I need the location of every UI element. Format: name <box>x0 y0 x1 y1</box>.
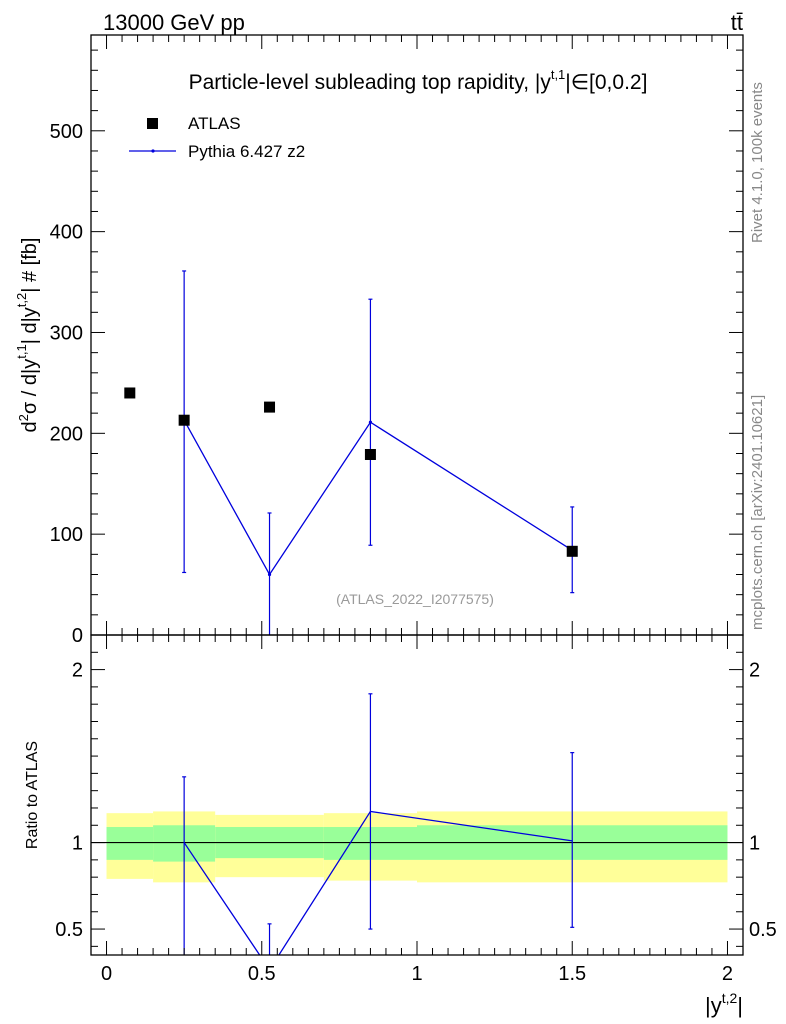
x-tick-label: 1.5 <box>558 963 586 985</box>
main-y-tick-label: 400 <box>50 222 83 244</box>
ratio-bands-group <box>91 693 743 955</box>
chart-marks: 0 100 200 300 400 500 0 0.5 1 1.5 2 0.5 0.5 1 1 2 2 <box>50 35 777 985</box>
atlas-data-point <box>124 387 136 399</box>
mcplots-source-label: mcplots.cern.ch [arXiv:2401.10621] <box>749 395 766 630</box>
ratio-y-tick-label-left: 1 <box>72 833 83 855</box>
main-series-group <box>124 270 578 635</box>
axes-group: 0 100 200 300 400 500 0 0.5 1 1.5 2 0.5 0.5 1 1 2 2 <box>50 35 777 985</box>
main-y-tick-label: 0 <box>72 625 83 647</box>
ratio-y-tick-label-right: 1 <box>749 833 760 855</box>
legend-atlas-marker <box>147 118 158 129</box>
xlabel-tail: | <box>737 993 743 1018</box>
atlas-data-point <box>364 448 376 460</box>
atlas-data-point <box>566 545 578 557</box>
atlas-data-point <box>264 401 276 413</box>
atlas-data-point <box>178 414 190 426</box>
main-y-axis-label: d2σ / d|yt,1| d|yt,2| # [fb] <box>14 238 41 433</box>
main-pythia-point <box>368 420 373 424</box>
ratio-y-axis-label: Ratio to ATLAS <box>24 741 41 849</box>
ratio-band-green <box>106 827 154 860</box>
main-y-tick-label: 200 <box>50 423 83 445</box>
analysis-id-watermark: (ATLAS_2022_I2077575) <box>336 591 494 607</box>
x-tick-label: 0 <box>101 963 112 985</box>
ylabel-sup-2: t,1 <box>14 344 29 358</box>
legend-pythia-dot <box>151 149 155 153</box>
ratio-y-tick-label-right: 0.5 <box>749 919 777 941</box>
ylabel-mid: | d|y <box>19 307 41 344</box>
main-panel-title: Particle-level subleading top rapidity, … <box>189 67 648 94</box>
title-tail: |∈[0,0.2] <box>565 71 647 94</box>
main-pythia-line <box>183 419 573 576</box>
main-y-tick-label: 100 <box>50 524 83 546</box>
main-y-tick-label: 500 <box>50 121 83 143</box>
legend: ATLAS Pythia 6.427 z2 <box>129 114 305 161</box>
x-axis-label: |yt,2| <box>705 990 743 1018</box>
ratio-y-tick-label-left: 2 <box>72 660 83 682</box>
ylabel-sup-3: t,2 <box>14 293 29 307</box>
x-tick-label: 0.5 <box>248 963 276 985</box>
main-pythia-point <box>267 572 272 577</box>
xlabel-main: |y <box>705 993 722 1018</box>
legend-atlas-label: ATLAS <box>188 114 241 133</box>
ratio-pythia-line <box>183 810 573 955</box>
main-y-tick-label: 300 <box>50 322 83 344</box>
header-process-label: tt̄ <box>731 10 743 35</box>
ratio-y-tick-label-left: 0.5 <box>55 919 83 941</box>
title-superscript: t,1 <box>551 67 565 82</box>
ylabel-sigma: σ / d|y <box>19 359 41 414</box>
xlabel-superscript: t,2 <box>722 990 738 1006</box>
legend-pythia-label: Pythia 6.427 z2 <box>188 142 305 161</box>
title-main: Particle-level subleading top rapidity, … <box>189 71 552 94</box>
rivet-version-label: Rivet 4.1.0, 100k events <box>749 82 766 243</box>
ratio-y-tick-label-right: 2 <box>749 660 760 682</box>
header-energy-label: 13000 GeV pp <box>103 10 245 35</box>
ylabel-end: | # [fb] <box>19 238 41 293</box>
ylabel-sup-1: 2 <box>16 414 31 421</box>
ylabel-d: d <box>19 421 41 432</box>
x-tick-label: 2 <box>722 963 733 985</box>
ratio-panel-frame <box>90 634 744 956</box>
x-tick-label: 1 <box>411 963 422 985</box>
